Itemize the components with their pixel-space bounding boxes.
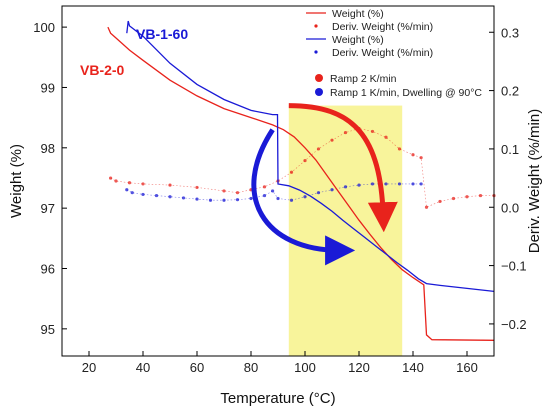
deriv-point-2-2 [127, 181, 132, 185]
y-left-axis-label: Weight (%) [8, 144, 25, 218]
deriv-point-2-3 [141, 182, 145, 186]
highlight-region [288, 105, 403, 356]
deriv-point-3-5 [181, 196, 186, 200]
legend2-marker-1 [315, 88, 323, 96]
deriv-point-3-3 [154, 193, 159, 198]
deriv-point-3-12 [271, 189, 275, 193]
y-left-tick-label-5: 100 [33, 20, 55, 35]
sample-label-vb-1-60: VB-1-60 [136, 26, 188, 42]
deriv-trace-2 [110, 128, 494, 208]
legend2-label-0: Ramp 2 K/min [330, 73, 397, 85]
deriv-point-2-24 [451, 196, 456, 201]
deriv-point-2-5 [195, 185, 199, 190]
y-right-tick-label-1: −0.1 [501, 259, 527, 274]
deriv-point-3-2 [141, 192, 145, 197]
y-right-tick-label-5: 0.3 [501, 25, 519, 40]
deriv-point-3-11 [262, 193, 267, 198]
x-tick-label-7: 160 [456, 360, 478, 375]
y-left-tick-label-4: 99 [41, 80, 55, 95]
legend-dot-1 [314, 24, 318, 28]
x-tick-label-3: 80 [244, 360, 258, 375]
y-left-tick-label-2: 97 [41, 201, 55, 216]
legend-label-0: Weight (%) [332, 8, 384, 20]
deriv-point-3-15 [303, 195, 307, 199]
legend-label-1: Deriv. Weight (%/min) [332, 21, 433, 33]
deriv-point-3-1 [130, 191, 134, 195]
deriv-point-2-7 [235, 191, 240, 195]
legend2-marker-0 [315, 74, 323, 82]
deriv-point-2-17 [370, 129, 375, 134]
deriv-point-3-20 [370, 182, 375, 186]
deriv-point-3-4 [168, 195, 172, 199]
deriv-point-2-6 [222, 189, 226, 193]
legend-label-2: Weight (%) [332, 34, 384, 46]
deriv-point-2-19 [397, 147, 402, 151]
deriv-point-3-24 [419, 182, 423, 186]
deriv-point-2-21 [419, 156, 423, 160]
deriv-point-2-23 [438, 199, 442, 204]
deriv-point-2-1 [114, 179, 118, 183]
y-right-axis-label: Deriv. Weight (%/min) [526, 109, 543, 253]
y-right-tick-label-2: 0.0 [501, 200, 519, 215]
deriv-point-3-10 [249, 196, 253, 201]
y-right-tick-label-4: 0.2 [501, 84, 519, 99]
y-right-tick-label-0: −0.2 [501, 317, 527, 332]
deriv-point-2-22 [424, 205, 429, 209]
legend-dot-3 [314, 50, 318, 54]
legend2-label-1: Ramp 1 K/min, Dwelling @ 90°C [330, 87, 482, 99]
x-tick-label-5: 120 [348, 360, 370, 375]
deriv-point-2-9 [262, 185, 267, 189]
deriv-point-2-15 [343, 130, 348, 135]
y-left-tick-label-0: 95 [41, 322, 55, 337]
deriv-point-3-19 [357, 183, 361, 187]
y-right-tick-label-3: 0.1 [501, 142, 519, 157]
x-tick-label-1: 40 [136, 360, 150, 375]
plot-frame [61, 5, 495, 357]
deriv-point-3-9 [235, 198, 240, 202]
x-axis-label: Temperature (°C) [220, 390, 335, 407]
deriv-point-2-0 [109, 176, 113, 180]
legend-label-3: Deriv. Weight (%/min) [332, 47, 433, 59]
x-tick-label-2: 60 [190, 360, 204, 375]
y-left-tick-label-3: 98 [41, 141, 55, 156]
sample-label-vb-2-0: VB-2-0 [80, 62, 125, 78]
deriv-point-3-18 [343, 185, 348, 189]
deriv-point-2-26 [478, 193, 483, 198]
weight-line-1 [126, 20, 495, 293]
deriv-point-3-17 [330, 188, 334, 192]
x-tick-label-4: 100 [294, 360, 316, 375]
deriv-point-3-21 [384, 182, 388, 186]
deriv-point-2-25 [465, 195, 469, 199]
x-tick-label-0: 20 [82, 360, 96, 375]
red-arrow [288, 103, 398, 233]
blue-arrow [251, 128, 356, 266]
x-tick-label-6: 140 [402, 360, 424, 375]
weight-line-0 [107, 26, 495, 341]
deriv-point-2-12 [303, 158, 307, 163]
y-left-tick-label-1: 96 [41, 262, 55, 277]
